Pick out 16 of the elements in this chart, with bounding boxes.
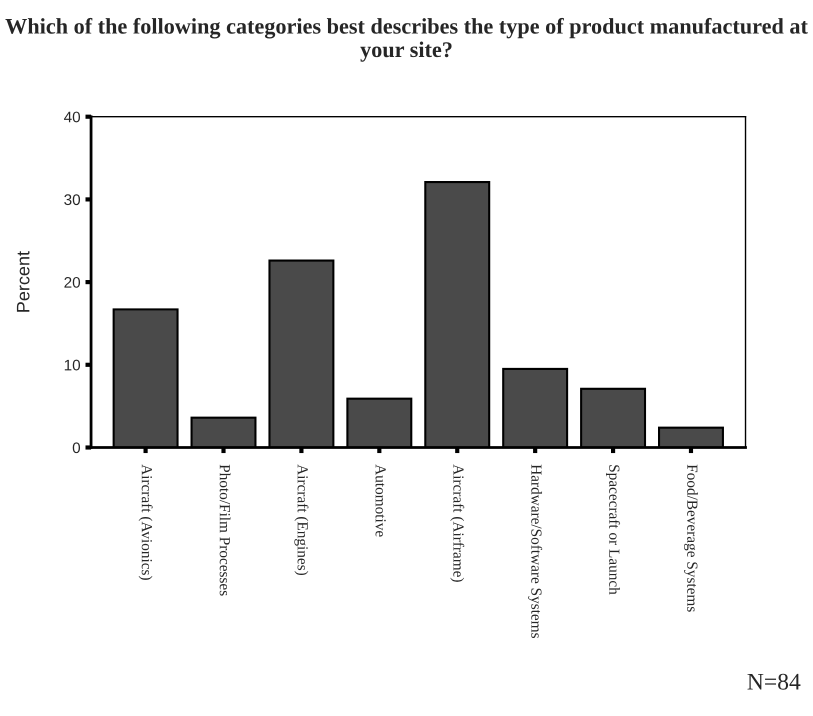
text: N=84 [748, 674, 800, 690]
x-tick-label: Hardware/Software Systems [528, 464, 542, 638]
y-axis-title: Percent [16, 251, 30, 312]
y-tick-label: 0 [72, 442, 80, 454]
x-tick-label: Automotive [376, 464, 386, 537]
y-tick-label: 10 [64, 360, 80, 370]
x-tick-label: Food/Beverage Systems [684, 464, 698, 612]
x-tick-label: Spacecraft or Launch [606, 465, 620, 595]
x-tick-label: Aircraft (Airframe) [450, 464, 464, 582]
x-tick-label: Photo/Film Processes [220, 464, 230, 596]
x-tick-label: Aircraft (Avionics) [138, 464, 153, 580]
y-tick-label: 30 [64, 194, 80, 206]
x-tick-label: Aircraft (Engines) [294, 464, 308, 576]
y-tick-label: 40 [64, 112, 80, 122]
y-tick-label: 20 [64, 276, 80, 288]
chart-title: Which of the following categories best describes the type of product manufactured at your site? [5, 18, 808, 62]
